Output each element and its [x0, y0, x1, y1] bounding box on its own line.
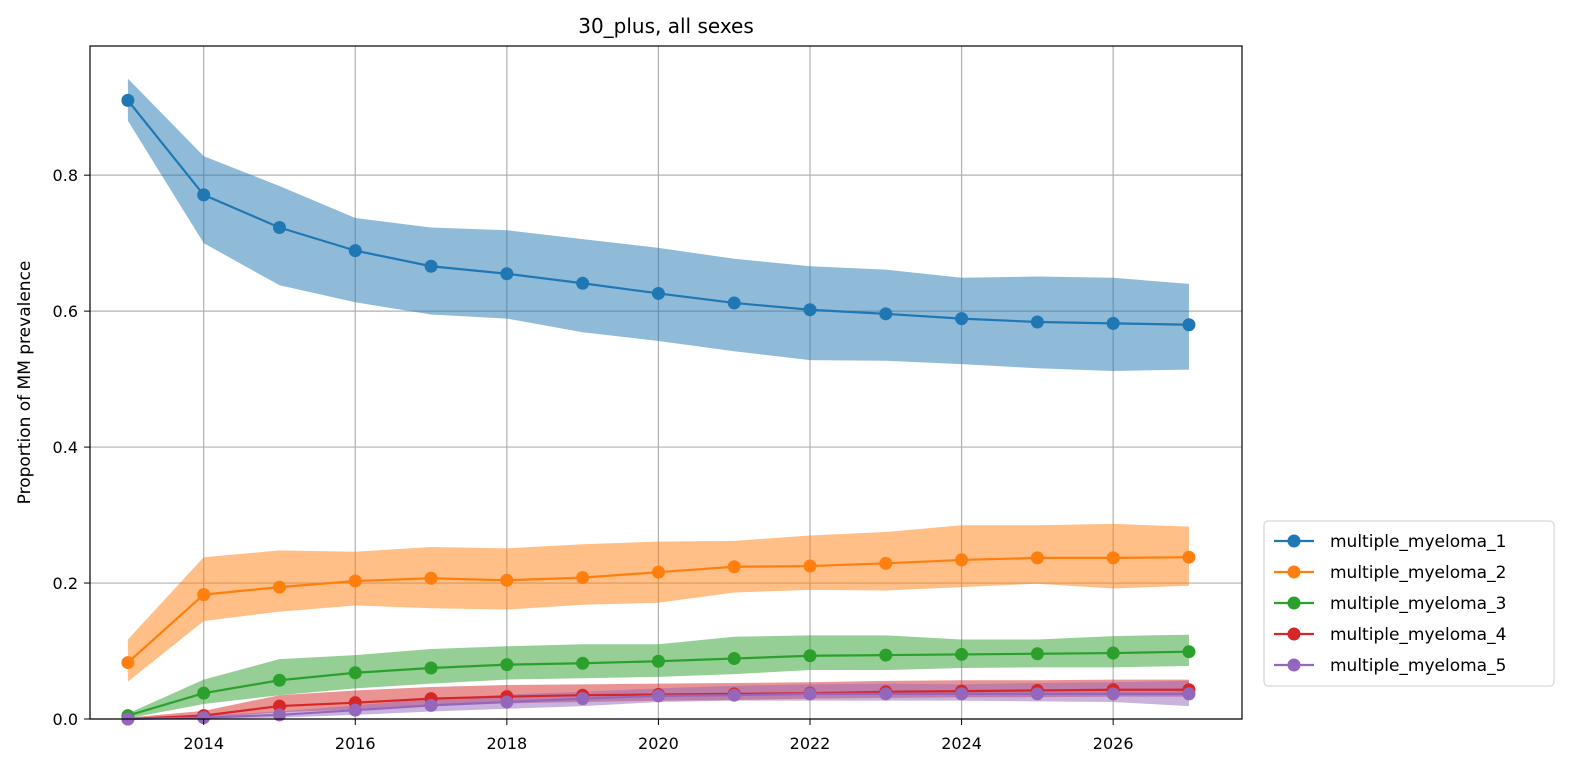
data-point — [197, 588, 211, 602]
data-point — [879, 556, 893, 570]
data-point — [121, 656, 135, 670]
chart-title: 30_plus, all sexes — [578, 14, 754, 38]
legend-label: multiple_myeloma_1 — [1330, 532, 1506, 552]
data-point — [879, 307, 893, 321]
data-point — [879, 687, 893, 701]
data-point — [197, 686, 211, 700]
y-axis-label: Proportion of MM prevalence — [15, 261, 35, 505]
data-point — [348, 666, 362, 680]
legend-marker — [1287, 596, 1301, 610]
legend-marker — [1287, 658, 1301, 672]
legend-marker — [1287, 565, 1301, 579]
x-tick-label: 2018 — [486, 734, 527, 753]
x-tick-label: 2024 — [941, 734, 982, 753]
data-point — [803, 649, 817, 663]
x-tick-label: 2014 — [183, 734, 224, 753]
data-point — [424, 259, 438, 273]
legend-marker — [1287, 627, 1301, 641]
y-tick-label: 0.2 — [53, 574, 78, 593]
data-point — [727, 560, 741, 574]
data-point — [803, 687, 817, 701]
legend-label: multiple_myeloma_3 — [1330, 594, 1506, 614]
data-point — [121, 93, 135, 107]
y-axis: 0.0 0.2 0.4 0.6 0.8 — [53, 166, 90, 729]
data-point — [272, 708, 286, 722]
data-point — [197, 188, 211, 202]
data-point — [424, 571, 438, 585]
data-point — [1182, 645, 1196, 659]
data-point — [576, 276, 590, 290]
data-point — [500, 695, 514, 709]
x-tick-label: 2022 — [790, 734, 831, 753]
x-tick-label: 2020 — [638, 734, 679, 753]
y-tick-label: 0.8 — [53, 166, 78, 185]
legend: multiple_myeloma_1 multiple_myeloma_2mult… — [1263, 520, 1555, 687]
data-point — [1182, 687, 1196, 701]
data-point — [955, 647, 969, 661]
series-points — [121, 93, 1196, 726]
data-point — [500, 658, 514, 672]
data-point — [1182, 318, 1196, 332]
data-point — [424, 661, 438, 675]
data-point — [197, 711, 211, 725]
data-point — [955, 687, 969, 701]
legend-label: multiple_myeloma_4 — [1330, 625, 1506, 645]
x-tick-label: 2026 — [1093, 734, 1134, 753]
data-point — [1182, 550, 1196, 564]
x-tick-label: 2016 — [335, 734, 376, 753]
data-point — [576, 571, 590, 585]
data-point — [803, 303, 817, 317]
confidence-band-1 — [127, 78, 1189, 371]
data-point — [651, 286, 665, 300]
y-tick-label: 0.0 — [53, 710, 78, 729]
data-point — [272, 673, 286, 687]
data-point — [1106, 687, 1120, 701]
data-point — [1030, 551, 1044, 565]
data-point — [727, 688, 741, 702]
data-point — [1106, 646, 1120, 660]
plot-frame — [89, 45, 1243, 720]
data-point — [1030, 647, 1044, 661]
data-point — [576, 692, 590, 706]
data-point — [879, 648, 893, 662]
data-point — [651, 565, 665, 579]
data-point — [1106, 551, 1120, 565]
data-point — [727, 296, 741, 310]
data-point — [576, 656, 590, 670]
data-point — [272, 580, 286, 594]
data-point — [955, 553, 969, 567]
data-point — [1030, 687, 1044, 701]
y-tick-label: 0.6 — [53, 302, 78, 321]
legend-label: multiple_myeloma_5 — [1330, 656, 1506, 676]
data-point — [727, 651, 741, 665]
data-point — [955, 312, 969, 326]
data-point — [803, 559, 817, 573]
confidence-band-2 — [127, 523, 1189, 682]
legend-frame — [1263, 520, 1555, 687]
data-point — [651, 654, 665, 668]
data-point — [348, 574, 362, 588]
data-point — [1106, 316, 1120, 330]
y-tick-label: 0.4 — [53, 438, 78, 457]
legend-marker — [1287, 534, 1301, 548]
data-point — [272, 221, 286, 235]
x-axis: 2014 2016 2018 2020 2022 2024 2026 — [183, 719, 1134, 753]
data-point — [348, 244, 362, 258]
data-point — [348, 703, 362, 717]
data-point — [424, 698, 438, 712]
data-point — [1030, 315, 1044, 329]
data-point — [500, 573, 514, 587]
data-point — [651, 689, 665, 703]
legend-label: multiple_myeloma_2 — [1330, 563, 1506, 583]
data-point — [500, 267, 514, 281]
